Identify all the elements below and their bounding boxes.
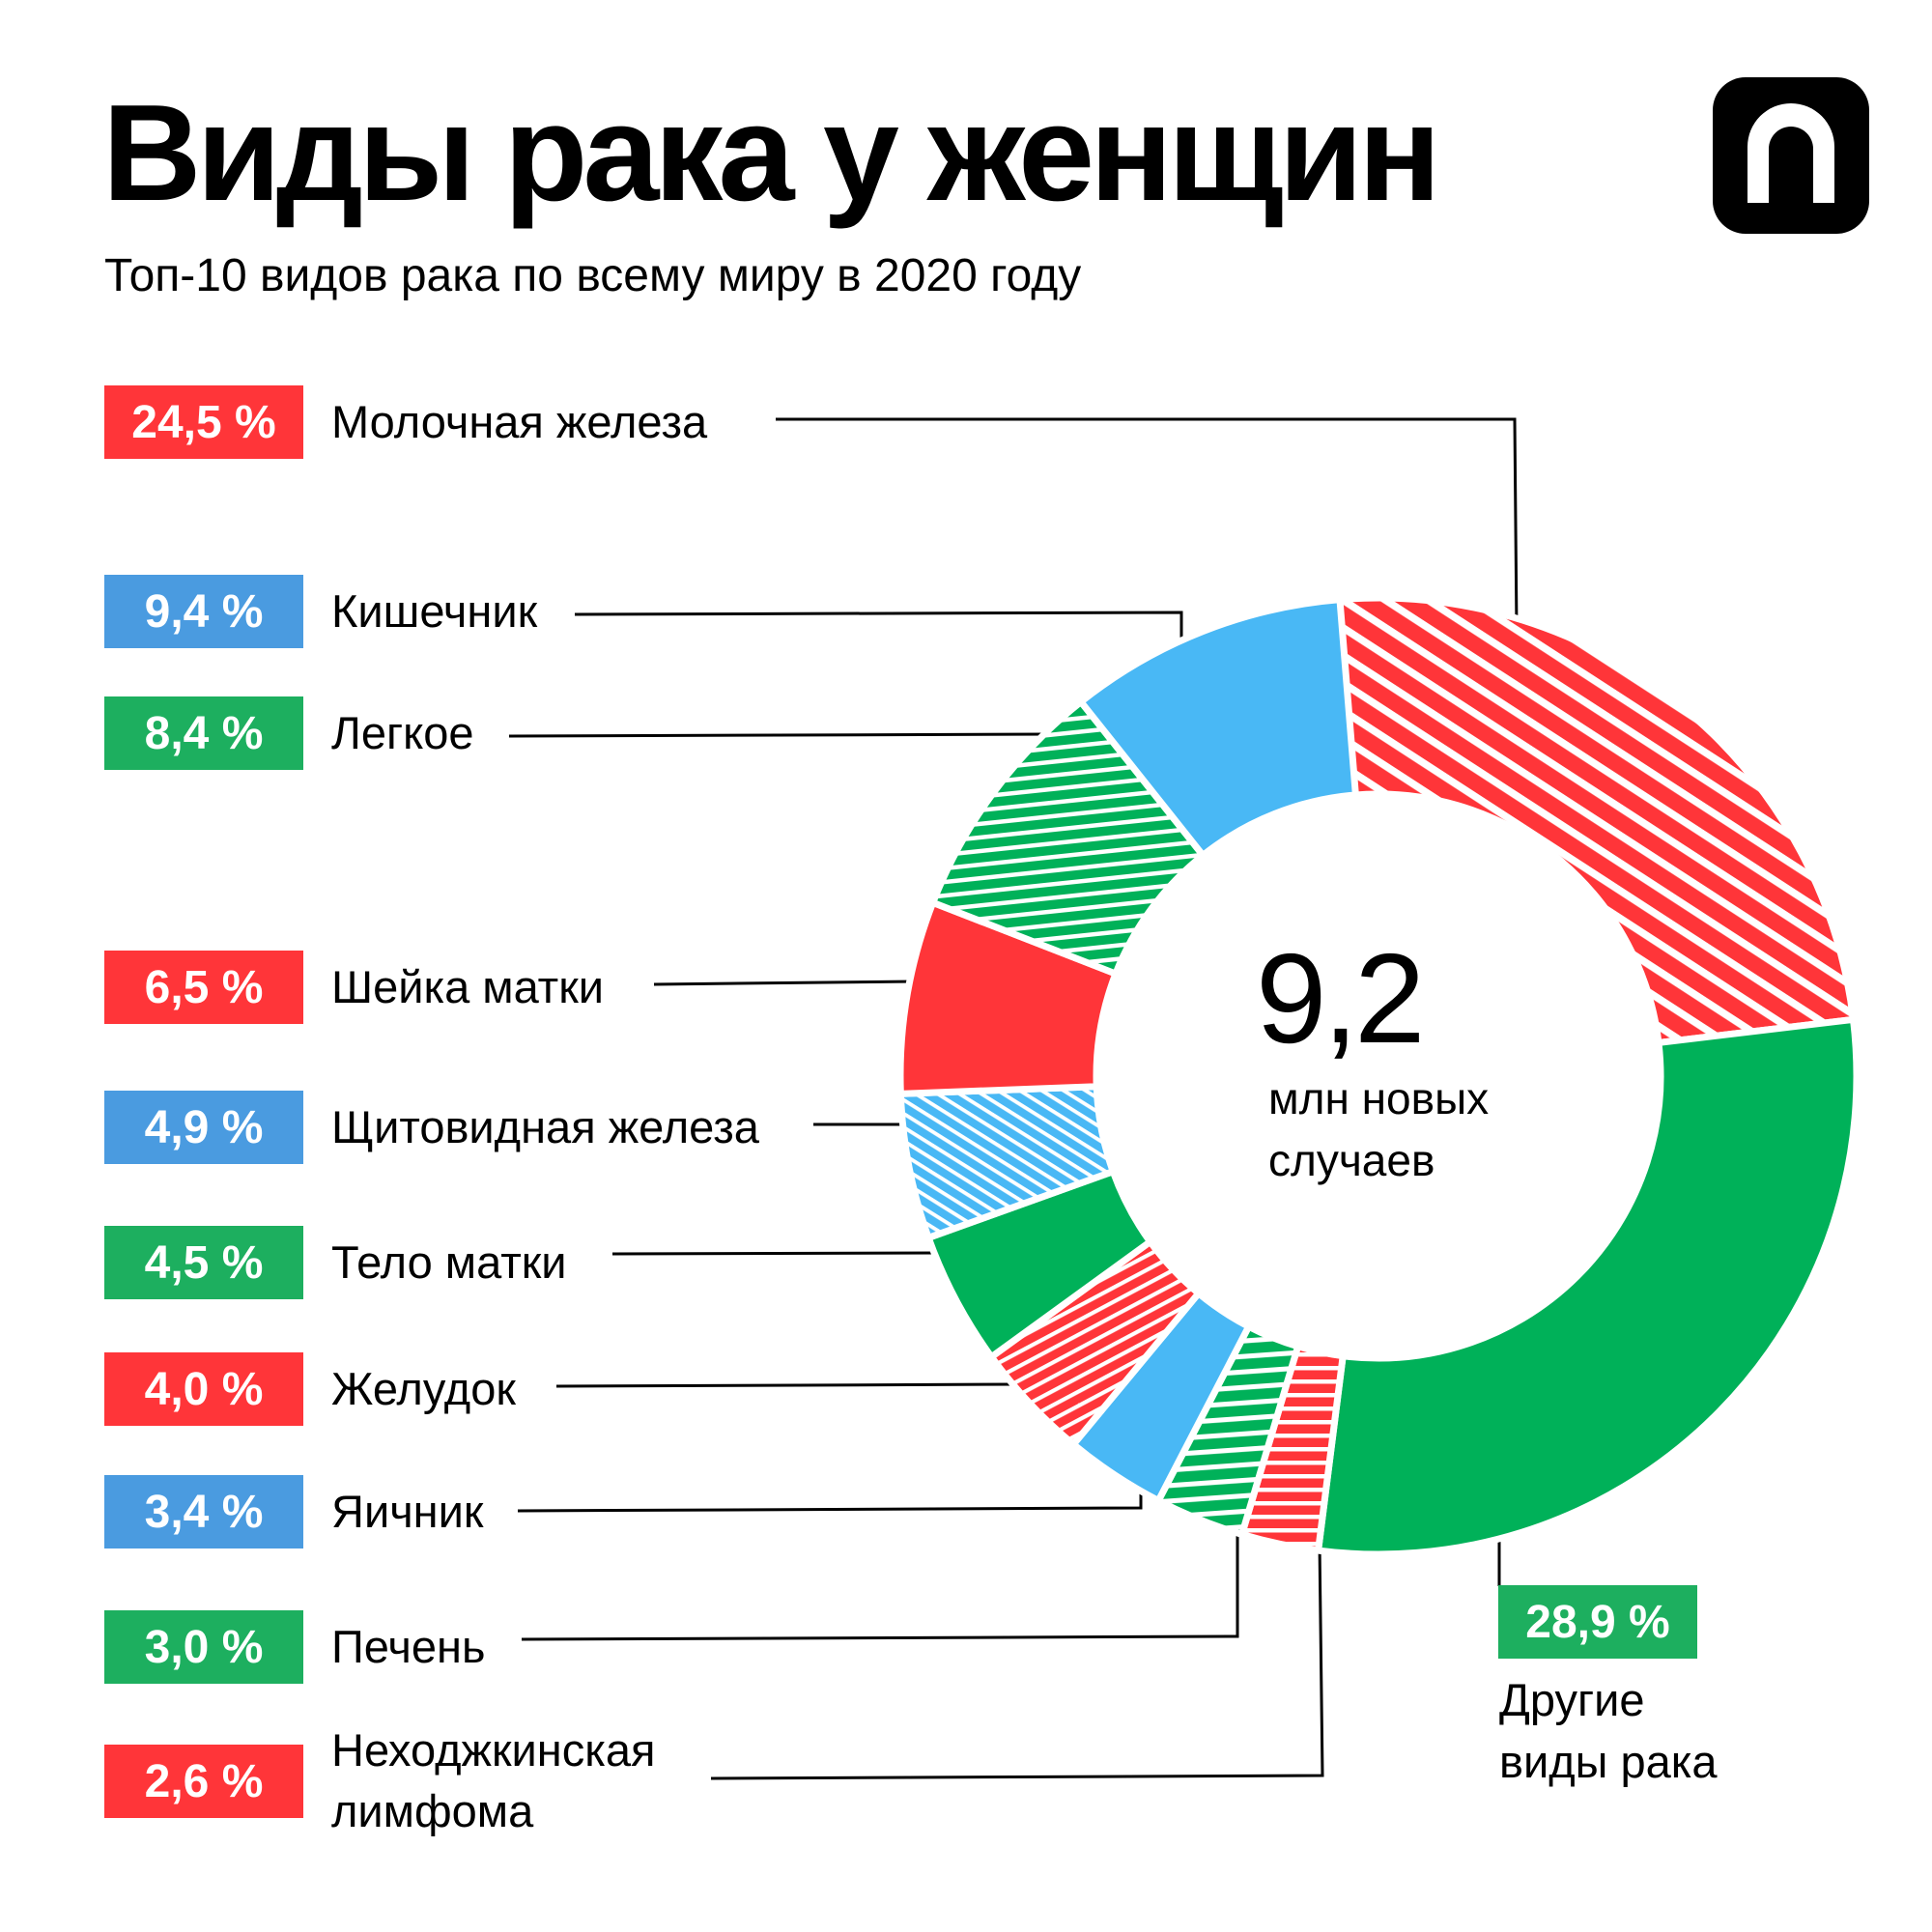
center-label-line: случаев <box>1268 1135 1435 1185</box>
category-label: Щитовидная железа <box>331 1101 759 1152</box>
category-label: Яичник <box>331 1486 484 1537</box>
page-subtitle: Топ-10 видов рака по всему миру в 2020 г… <box>104 250 1082 301</box>
category-label: Неходжкинская лимфома <box>331 1719 656 1841</box>
category-label: Легкое <box>331 707 474 758</box>
others-badge: 28,9 % <box>1498 1585 1697 1659</box>
value-badge: 4,9 % <box>104 1091 303 1164</box>
others-label-line: виды рака <box>1499 1736 1718 1787</box>
center-label-line: млн новых <box>1268 1073 1490 1123</box>
others-label-line: Другие <box>1499 1674 1645 1725</box>
value-badge: 9,4 % <box>104 575 303 648</box>
value-badge: 4,0 % <box>104 1352 303 1426</box>
value-badge: 24,5 % <box>104 385 303 459</box>
category-label: Кишечник <box>331 585 538 637</box>
center-label: млн новых случаев <box>1268 1067 1489 1191</box>
value-badge: 3,0 % <box>104 1610 303 1684</box>
value-badge: 3,4 % <box>104 1475 303 1548</box>
category-label: Печень <box>331 1621 486 1672</box>
category-label: Желудок <box>331 1363 516 1414</box>
leader-line <box>653 980 916 986</box>
n-logo-icon <box>1713 77 1869 234</box>
value-badge: 2,6 % <box>104 1745 303 1818</box>
donut-slice <box>1314 1015 1861 1558</box>
center-value: 9,2 <box>1256 927 1425 1069</box>
category-label-text: лимфома <box>331 1785 534 1836</box>
page-title: Виды рака у женщин <box>102 76 1441 230</box>
leader-line <box>555 1382 1021 1388</box>
category-label: Шейка матки <box>331 961 605 1012</box>
leader-line <box>508 732 1050 738</box>
leader-line <box>776 417 1519 632</box>
value-badge: 6,5 % <box>104 951 303 1024</box>
value-badge: 8,4 % <box>104 696 303 770</box>
leader-line <box>521 1517 1239 1641</box>
category-label-text: Неходжкинская <box>331 1724 656 1776</box>
category-label: Тело матки <box>331 1236 567 1288</box>
category-label: Молочная железа <box>331 396 708 447</box>
leader-line <box>611 1251 942 1256</box>
value-badge: 4,5 % <box>104 1226 303 1299</box>
donut-slices <box>896 594 1861 1558</box>
leader-line <box>710 1542 1324 1780</box>
donut-slice <box>1333 594 1858 1047</box>
leader-line <box>574 611 1183 652</box>
leader-line <box>517 1484 1143 1513</box>
donut-slice <box>1076 595 1360 861</box>
others-label: Другие виды рака <box>1499 1669 1718 1793</box>
